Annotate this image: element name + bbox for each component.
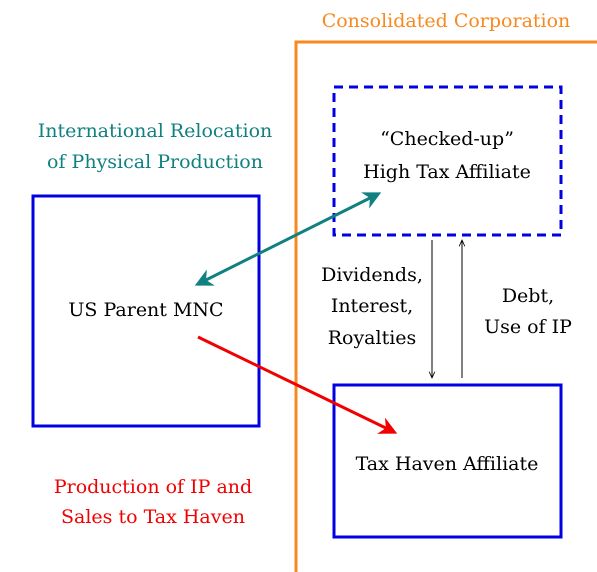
edge-label: Sales to Tax Haven [61, 506, 245, 528]
edge-label: International Relocation [38, 120, 273, 142]
relocation-arrow [194, 192, 382, 286]
edge-label: Debt, [502, 285, 554, 307]
group-boundary [294, 40, 597, 572]
tax-haven-box [332, 383, 563, 539]
edge-label: Use of IP [484, 316, 572, 338]
high-tax-box [332, 85, 563, 237]
edge-label: Interest, [331, 295, 413, 317]
edge-label: Production of IP and [54, 476, 252, 498]
ip-sales-arrow [197, 335, 398, 434]
node-label: High Tax Affiliate [363, 161, 531, 183]
node-label: US Parent MNC [68, 299, 223, 321]
edge-label: Dividends, [321, 264, 423, 286]
group-label: Consolidated Corporation [322, 10, 571, 32]
us-parent-box [31, 194, 261, 428]
edge-label: Royalties [328, 327, 417, 349]
node-label: Tax Haven Affiliate [356, 453, 539, 475]
edge-label: of Physical Production [47, 151, 263, 173]
node-label: “Checked-up” [380, 128, 514, 150]
